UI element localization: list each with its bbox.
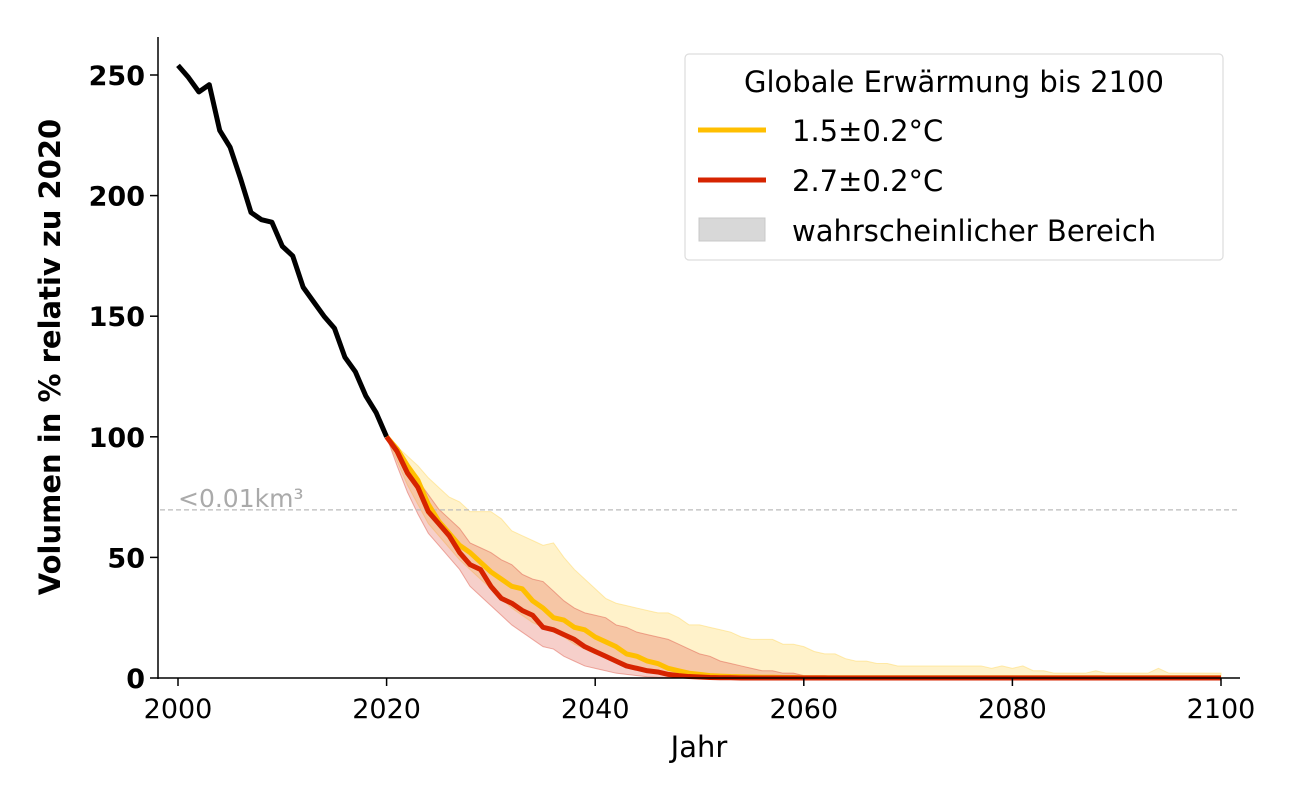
legend-swatch-range xyxy=(698,217,766,242)
threshold-label: <0.01km³ xyxy=(178,484,303,513)
y-tick-label: 100 xyxy=(89,423,145,454)
x-tick-label: 2100 xyxy=(1187,694,1256,725)
y-tick-label: 150 xyxy=(89,302,145,333)
x-axis-label: Jahr xyxy=(669,730,728,764)
historical-line xyxy=(176,63,389,438)
x-tick-label: 2060 xyxy=(769,694,838,725)
x-tick-label: 2000 xyxy=(144,694,213,725)
y-tick-label: 250 xyxy=(89,61,145,92)
legend-label-range: wahrscheinlicher Bereich xyxy=(792,214,1156,248)
x-ticks: 2000 2020 2040 2060 2080 2100 xyxy=(144,678,1256,725)
y-axis-label: Volumen in % relativ zu 2020 xyxy=(33,119,67,595)
y-tick-label: 0 xyxy=(126,664,145,695)
x-tick-label: 2020 xyxy=(352,694,421,725)
legend-title: Globale Erwärmung bis 2100 xyxy=(744,65,1164,99)
legend-box xyxy=(684,53,1224,261)
y-tick-label: 50 xyxy=(107,543,145,574)
y-ticks: 0 50 100 150 200 250 xyxy=(89,61,158,695)
y-tick-label: 200 xyxy=(89,182,145,213)
x-tick-label: 2080 xyxy=(978,694,1047,725)
legend-label-1-5: 1.5±0.2°C xyxy=(792,114,943,148)
range-band-0 xyxy=(386,436,1222,679)
legend-label-2-7: 2.7±0.2°C xyxy=(792,164,943,198)
legend: Globale Erwärmung bis 2100 1.5±0.2°C 2.7… xyxy=(684,53,1224,261)
x-tick-label: 2040 xyxy=(561,694,630,725)
likely-range-bands xyxy=(386,436,1222,679)
